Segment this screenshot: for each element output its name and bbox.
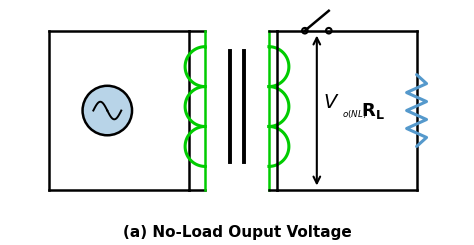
Text: $\mathbf{R_L}$: $\mathbf{R_L}$ <box>361 100 384 121</box>
Text: $_{o(NL)}$: $_{o(NL)}$ <box>342 108 366 121</box>
Text: $V$: $V$ <box>323 93 339 112</box>
Circle shape <box>82 86 132 135</box>
Text: (a) No-Load Ouput Voltage: (a) No-Load Ouput Voltage <box>123 225 351 240</box>
